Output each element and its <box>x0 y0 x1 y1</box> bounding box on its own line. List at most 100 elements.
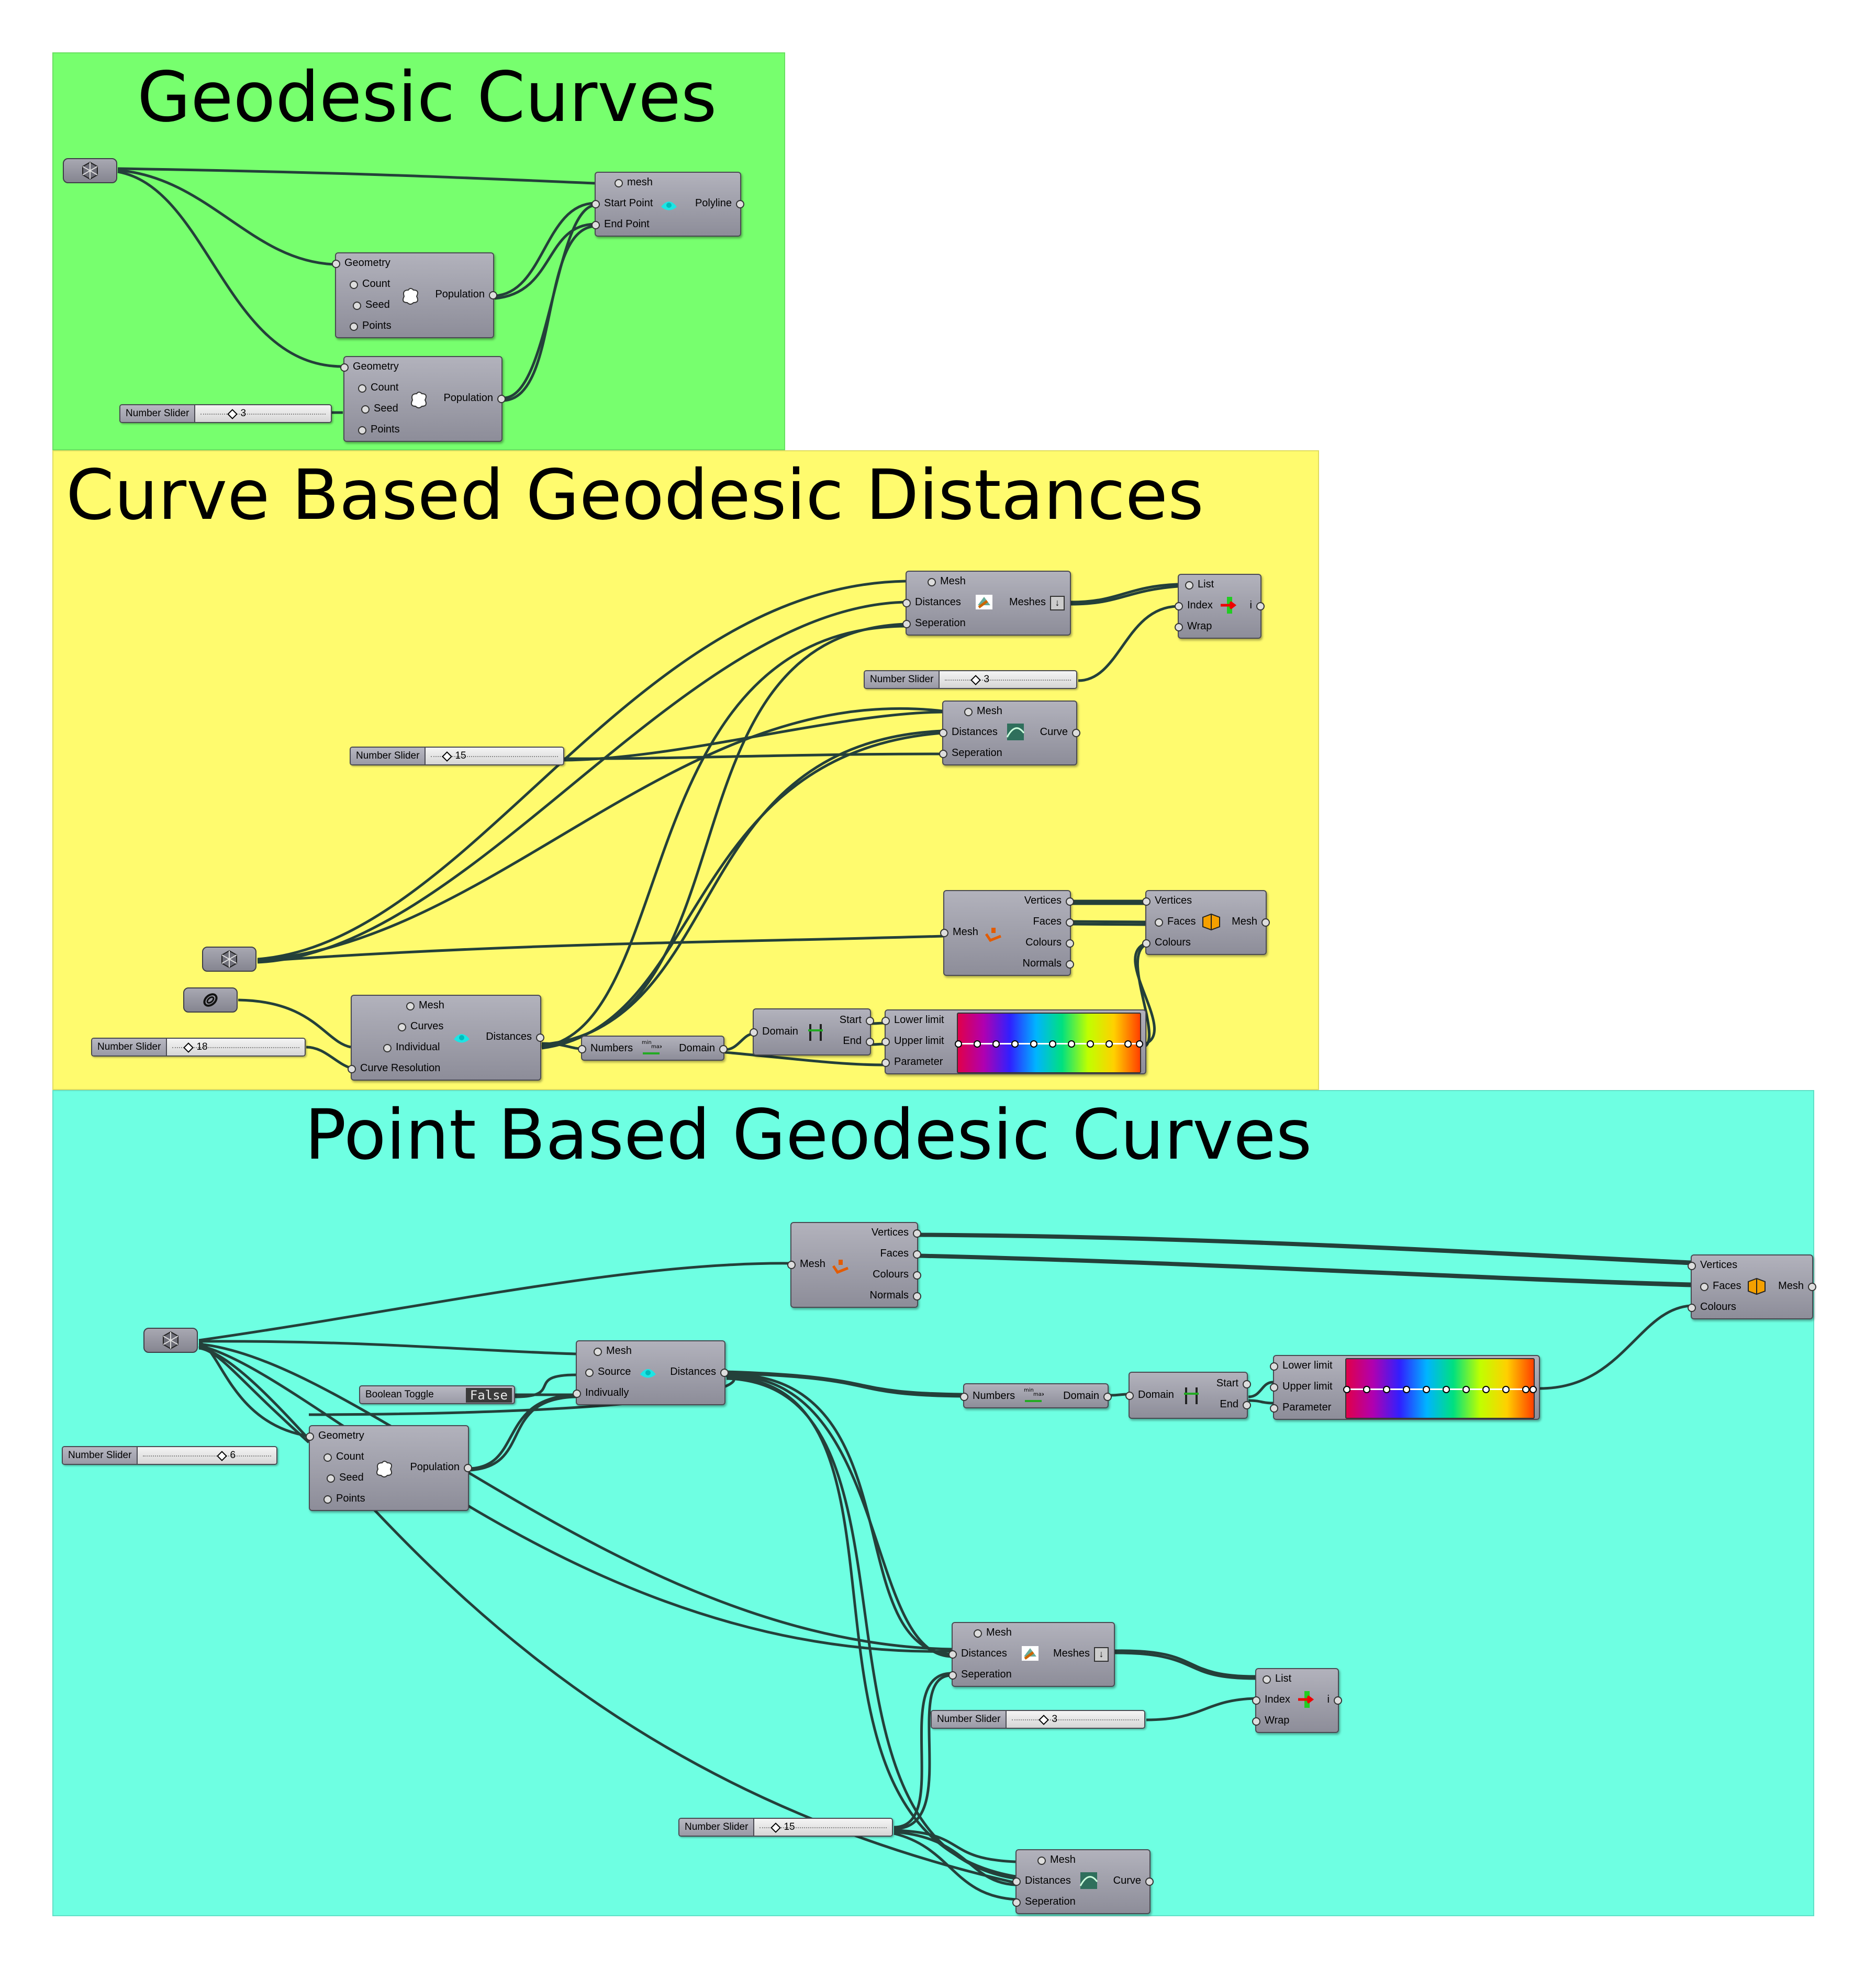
gradient-bar[interactable] <box>1343 1358 1537 1419</box>
input-parameter[interactable]: Parameter <box>881 1056 943 1068</box>
input-seed[interactable]: Seed <box>361 403 398 414</box>
input-count[interactable]: Count <box>323 1451 364 1462</box>
input-distances[interactable]: Distances <box>1012 1875 1071 1886</box>
slider-rail[interactable]: 18 <box>167 1039 305 1055</box>
input-list[interactable]: List <box>1262 1673 1292 1684</box>
input-index[interactable]: Index <box>1175 599 1213 611</box>
gradient-component[interactable]: Lower limit Upper limit Parameter <box>881 1009 1146 1074</box>
input-geometry[interactable]: Geometry <box>306 1430 364 1441</box>
input-colours[interactable]: Colours <box>1142 937 1191 948</box>
number-slider[interactable]: Number Slider 3 <box>119 404 332 423</box>
gradient-grip[interactable] <box>992 1040 1000 1048</box>
output-distances[interactable]: Distances <box>670 1366 729 1377</box>
gradient-grip[interactable] <box>1423 1386 1430 1393</box>
output-population[interactable]: Population <box>435 288 497 300</box>
input-distances[interactable]: Distances <box>902 596 961 608</box>
list-item-component[interactable]: List Index Wrap i <box>1174 574 1267 639</box>
input-points[interactable]: Points <box>358 424 400 435</box>
curve-distances-component[interactable]: Mesh Curves Individual Curve Resolution … <box>347 995 544 1081</box>
number-slider[interactable]: Number Slider 15 <box>350 747 564 765</box>
gradient-grip[interactable] <box>1502 1386 1510 1393</box>
geodesic-meshes-component[interactable]: Mesh Distances Seperation Meshes ↓ <box>902 571 1071 636</box>
input-points[interactable]: Points <box>350 320 392 331</box>
slider-rail[interactable]: 3 <box>195 405 331 422</box>
slider-rail[interactable]: 6 <box>138 1447 276 1464</box>
output-domain[interactable]: Domain <box>679 1042 728 1054</box>
mesh-param[interactable] <box>63 158 117 183</box>
geodesic-polyline-component[interactable]: mesh Start Point End Point Polyline <box>591 172 745 237</box>
deconstruct-domain-component[interactable]: Domain Start End <box>1125 1372 1252 1419</box>
gradient-grip[interactable] <box>1462 1386 1470 1393</box>
input-index[interactable]: Index <box>1252 1694 1290 1705</box>
input-curve-resolution[interactable]: Curve Resolution <box>347 1062 441 1074</box>
output-end[interactable]: End <box>1220 1398 1251 1410</box>
input-seperation[interactable]: Seperation <box>1012 1896 1076 1907</box>
gradient-grip[interactable] <box>1030 1040 1037 1048</box>
slider-rail[interactable]: 3 <box>1007 1711 1144 1728</box>
construct-mesh-component[interactable]: Vertices Faces Colours Mesh <box>1142 890 1270 955</box>
population-component[interactable]: Geometry Count Seed Points Population <box>340 356 506 442</box>
input-numbers[interactable]: Numbers <box>577 1042 633 1054</box>
input-mesh[interactable]: Mesh <box>940 926 978 938</box>
bounds-component[interactable]: Numbers min max Domain <box>959 1383 1112 1408</box>
gradient-grip[interactable] <box>1106 1040 1113 1048</box>
output-mesh[interactable]: Mesh <box>1778 1280 1816 1292</box>
input-seperation[interactable]: Seperation <box>939 747 1002 759</box>
output-population[interactable]: Population <box>443 392 506 404</box>
geodesic-curve-component[interactable]: Mesh Distances Seperation Curve <box>1012 1849 1154 1914</box>
number-slider[interactable]: Number Slider 3 <box>931 1710 1145 1729</box>
construct-mesh-component[interactable]: Vertices Faces Colours Mesh <box>1687 1254 1816 1319</box>
input-mesh[interactable]: Mesh <box>974 1627 1012 1638</box>
output-normals[interactable]: Normals <box>1022 958 1075 969</box>
gradient-grip[interactable] <box>1087 1040 1094 1048</box>
geodesic-meshes-component[interactable]: Mesh Distances Seperation Meshes ↓ <box>948 1622 1115 1687</box>
gradient-grip[interactable] <box>1124 1040 1132 1048</box>
gradient-grip[interactable] <box>1383 1386 1390 1393</box>
output-mesh[interactable]: Mesh <box>1232 916 1270 927</box>
input-upper-limit[interactable]: Upper limit <box>881 1035 944 1047</box>
gradient-grip[interactable] <box>1522 1386 1529 1393</box>
output-meshes[interactable]: Meshes <box>1009 596 1059 608</box>
bounds-component[interactable]: Numbers min max Domain <box>577 1036 728 1061</box>
input-distances[interactable]: Distances <box>948 1648 1007 1659</box>
population-component[interactable]: Geometry Count Seed Points Population <box>332 252 497 338</box>
output-domain[interactable]: Domain <box>1063 1390 1112 1402</box>
input-mesh[interactable]: mesh <box>615 176 653 188</box>
input-curves[interactable]: Curves <box>397 1020 444 1032</box>
output-colours[interactable]: Colours <box>873 1269 921 1280</box>
number-slider[interactable]: Number Slider 6 <box>62 1446 277 1465</box>
output-faces[interactable]: Faces <box>880 1248 922 1259</box>
input-geometry[interactable]: Geometry <box>332 257 390 269</box>
output-population[interactable]: Population <box>410 1461 472 1473</box>
output-vertices[interactable]: Vertices <box>1024 895 1075 906</box>
input-seperation[interactable]: Seperation <box>948 1669 1012 1680</box>
gradient-grip[interactable] <box>974 1040 981 1048</box>
input-distances[interactable]: Distances <box>939 726 998 738</box>
mesh-param[interactable] <box>143 1328 198 1353</box>
input-list[interactable]: List <box>1185 579 1214 590</box>
geodesic-curve-component[interactable]: Mesh Distances Seperation Curve <box>939 701 1081 765</box>
input-mesh[interactable]: Mesh <box>964 705 1002 717</box>
input-parameter[interactable]: Parameter <box>1269 1402 1332 1413</box>
gradient-grip[interactable] <box>1529 1386 1537 1393</box>
input-mesh[interactable]: Mesh <box>1037 1854 1076 1865</box>
input-seed[interactable]: Seed <box>353 299 390 310</box>
deconstruct-mesh-component[interactable]: Mesh Vertices Faces Colours Normals <box>940 890 1075 976</box>
population-component[interactable]: Geometry Count Seed Points Population <box>306 1425 472 1511</box>
output-distances[interactable]: Distances <box>486 1031 544 1042</box>
gradient-grip[interactable] <box>955 1040 962 1048</box>
slider-rail[interactable]: 3 <box>940 671 1076 688</box>
input-source[interactable]: Source <box>585 1366 631 1377</box>
output-item[interactable]: i <box>1327 1694 1344 1705</box>
output-curve[interactable]: Curve <box>1113 1875 1154 1886</box>
input-start-point[interactable]: Start Point <box>591 197 653 209</box>
number-slider[interactable]: Number Slider 3 <box>864 670 1077 689</box>
input-vertices[interactable]: Vertices <box>1687 1259 1738 1271</box>
gradient-grip[interactable] <box>1049 1040 1056 1048</box>
gradient-grip[interactable] <box>1443 1386 1450 1393</box>
gradient-grip[interactable] <box>1482 1386 1490 1393</box>
input-individual[interactable]: Individual <box>383 1041 440 1053</box>
input-count[interactable]: Count <box>358 382 399 393</box>
input-upper-limit[interactable]: Upper limit <box>1270 1381 1333 1392</box>
input-mesh[interactable]: Mesh <box>787 1258 825 1270</box>
